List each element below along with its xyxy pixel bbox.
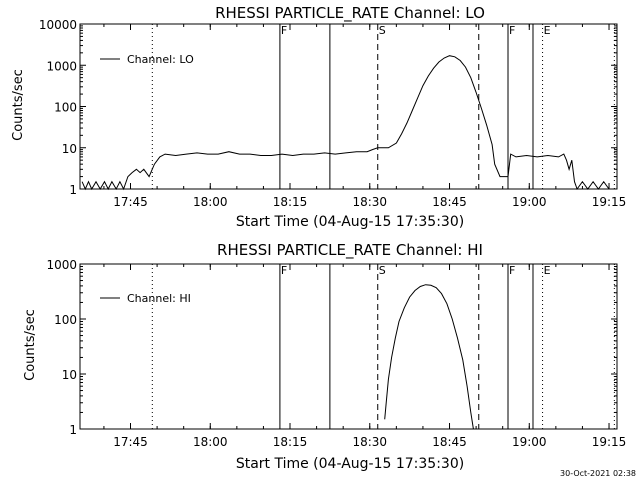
x-tick-label: 18:00 [193, 195, 228, 209]
panel-hi: RHESSI PARTICLE_RATE Channel: HI Start T… [23, 241, 626, 472]
event-marker-label: F [281, 264, 287, 277]
y-tick-label: 100 [54, 313, 77, 327]
x-tick-label: 17:45 [113, 195, 148, 209]
panel-hi-title: RHESSI PARTICLE_RATE Channel: HI [217, 241, 483, 260]
series-line-lo [81, 55, 610, 191]
y-tick-label: 10 [62, 368, 77, 382]
series-line-hi [384, 284, 474, 430]
event-marker-label: E [544, 24, 551, 37]
event-marker-label: S [379, 24, 386, 37]
event-marker-label: S [379, 264, 386, 277]
panel-hi-axes: 17:45 18:00 18:15 18:30 18:45 19:00 19:15 1 10 10… [46, 258, 626, 449]
x-tick-label: 19:15 [592, 195, 627, 209]
y-tick-label: 1 [69, 183, 77, 197]
x-tick-label: 18:30 [352, 195, 387, 209]
x-tick-label: 18:00 [193, 435, 228, 449]
panel-lo-ylabel: Counts/sec [11, 69, 26, 141]
panel-hi-legend: Channel: HI [100, 292, 191, 305]
y-tick-label: 1000 [46, 59, 77, 73]
x-tick-label: 18:30 [352, 435, 387, 449]
panel-hi-series [384, 284, 474, 430]
event-marker-label: F [509, 264, 515, 277]
panel-lo-legend: Channel: LO [100, 53, 194, 66]
panel-lo-title: RHESSI PARTICLE_RATE Channel: LO [215, 4, 485, 23]
panel-lo-plot-frame [79, 23, 618, 190]
y-tick-label: 100 [54, 101, 77, 115]
panel-hi-ylabel: Counts/sec [23, 309, 38, 381]
x-tick-label: 18:15 [273, 435, 308, 449]
x-tick-label: 19:00 [512, 195, 547, 209]
x-tick-label: 18:45 [432, 435, 467, 449]
event-marker-label: F [509, 24, 515, 37]
x-tick-label: 18:15 [273, 195, 308, 209]
panel-lo: RHESSI PARTICLE_RATE Channel: LO Start T… [11, 4, 626, 230]
event-marker-label: F [281, 24, 287, 37]
x-tick-label: 19:00 [512, 435, 547, 449]
panel-lo-series [81, 55, 610, 191]
y-tick-label: 10 [62, 142, 77, 156]
x-tick-label: 17:45 [113, 435, 148, 449]
y-tick-label: 1000 [46, 258, 77, 272]
event-marker-label: E [544, 264, 551, 277]
panel-lo-legend-label: Channel: LO [127, 53, 194, 66]
x-tick-label: 18:45 [432, 195, 467, 209]
y-tick-label: 1 [69, 423, 77, 437]
panel-hi-plot-frame [79, 263, 618, 430]
x-tick-label: 19:15 [592, 435, 627, 449]
panel-lo-xlabel: Start Time (04-Aug-15 17:35:30) [236, 214, 464, 230]
panel-hi-xlabel: Start Time (04-Aug-15 17:35:30) [236, 456, 464, 472]
panel-lo-axes: 17:45 18:00 18:15 18:30 18:45 19:00 19:15 1 10 10… [39, 18, 627, 209]
footer-timestamp: 30-Oct-2021 02:38 [560, 469, 636, 478]
y-tick-label: 10000 [39, 18, 77, 32]
panel-hi-legend-label: Channel: HI [127, 292, 191, 305]
